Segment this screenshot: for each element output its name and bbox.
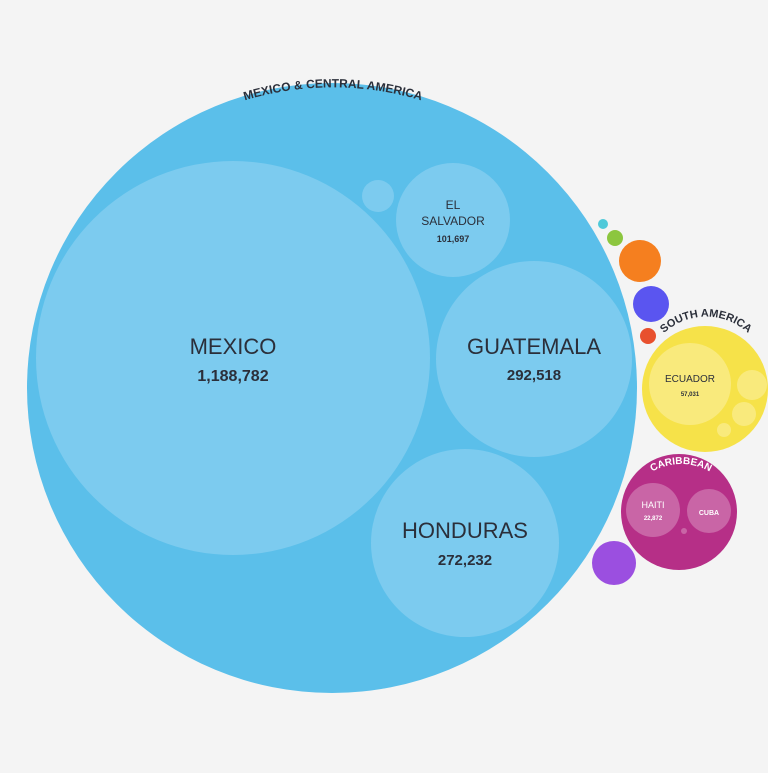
label-cuba: CUBA [699, 510, 719, 517]
bubble-small-purple [592, 541, 636, 585]
bubble-el-salvador [396, 163, 510, 277]
value-ecuador: 57,031 [681, 392, 700, 398]
bubble-sa-small-3 [717, 423, 731, 437]
label-guatemala: GUATEMALA [467, 334, 601, 359]
bubble-cuba [687, 489, 731, 533]
bubble-mca-small [362, 180, 394, 212]
label-mexico: MEXICO [190, 334, 277, 359]
bubble-small-orange [619, 240, 661, 282]
bubble-guatemala [436, 261, 632, 457]
value-guatemala: 292,518 [507, 367, 561, 384]
bubble-haiti [626, 483, 680, 537]
value-haiti: 22,872 [644, 516, 663, 522]
bubble-car-small [681, 528, 687, 534]
value-honduras: 272,232 [438, 552, 492, 569]
bubble-small-blue [633, 286, 669, 322]
label-haiti: HAITI [641, 500, 664, 510]
bubble-ecuador [649, 343, 731, 425]
bubble-small-green [607, 230, 623, 246]
label-el-salvador-line2: SALVADOR [421, 214, 485, 228]
bubble-small-cyan [598, 219, 608, 229]
bubble-sa-small-1 [737, 370, 767, 400]
bubble-sa-small-2 [732, 402, 756, 426]
value-mexico: 1,188,782 [197, 368, 268, 385]
label-honduras: HONDURAS [402, 518, 528, 543]
label-el-salvador-line1: EL [446, 198, 461, 212]
label-ecuador: ECUADOR [665, 374, 715, 385]
bubble-small-red [640, 328, 656, 344]
value-el-salvador: 101,697 [437, 234, 470, 244]
bubble-honduras [371, 449, 559, 637]
bubble-mexico [36, 161, 430, 555]
